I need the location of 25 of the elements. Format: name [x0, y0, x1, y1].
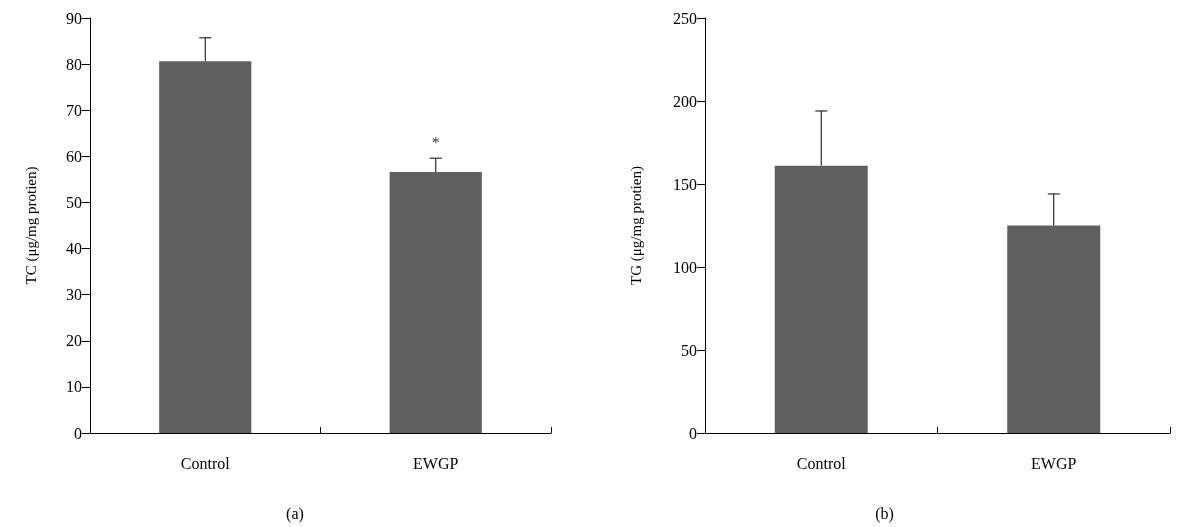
y-tick-label: 250 [673, 9, 697, 27]
y-tick-label: 60 [66, 147, 82, 165]
x-tick-label: Control [180, 454, 231, 472]
y-tick-label: 20 [66, 332, 82, 350]
x-tick-label: EWGP [1031, 454, 1077, 472]
y-tick-label: 50 [66, 193, 82, 211]
y-tick-label: 0 [689, 424, 697, 442]
y-tick-label: 150 [673, 175, 697, 193]
y-tick-label: 200 [673, 92, 697, 110]
y-tick-label: 30 [66, 286, 82, 304]
y-tick-label: 0 [74, 424, 82, 442]
y-tick-label: 40 [66, 240, 82, 258]
y-axis-title: TG (μg/mg protien) [627, 166, 645, 285]
y-tick-label: 90 [66, 9, 82, 27]
text: (a) [286, 504, 304, 523]
y-tick-label: 80 [66, 55, 82, 73]
y-tick-label: 50 [681, 341, 697, 359]
annotation: * [431, 133, 440, 151]
x-tick-label: Control [796, 454, 847, 472]
y-axis-title: TC (μg/mg protien) [22, 166, 40, 285]
y-tick-label: 100 [673, 258, 697, 276]
text: (b) [875, 504, 894, 523]
x-tick-label: EWGP [413, 454, 459, 472]
y-tick-label: 10 [66, 378, 82, 396]
y-tick-label: 70 [66, 101, 82, 119]
